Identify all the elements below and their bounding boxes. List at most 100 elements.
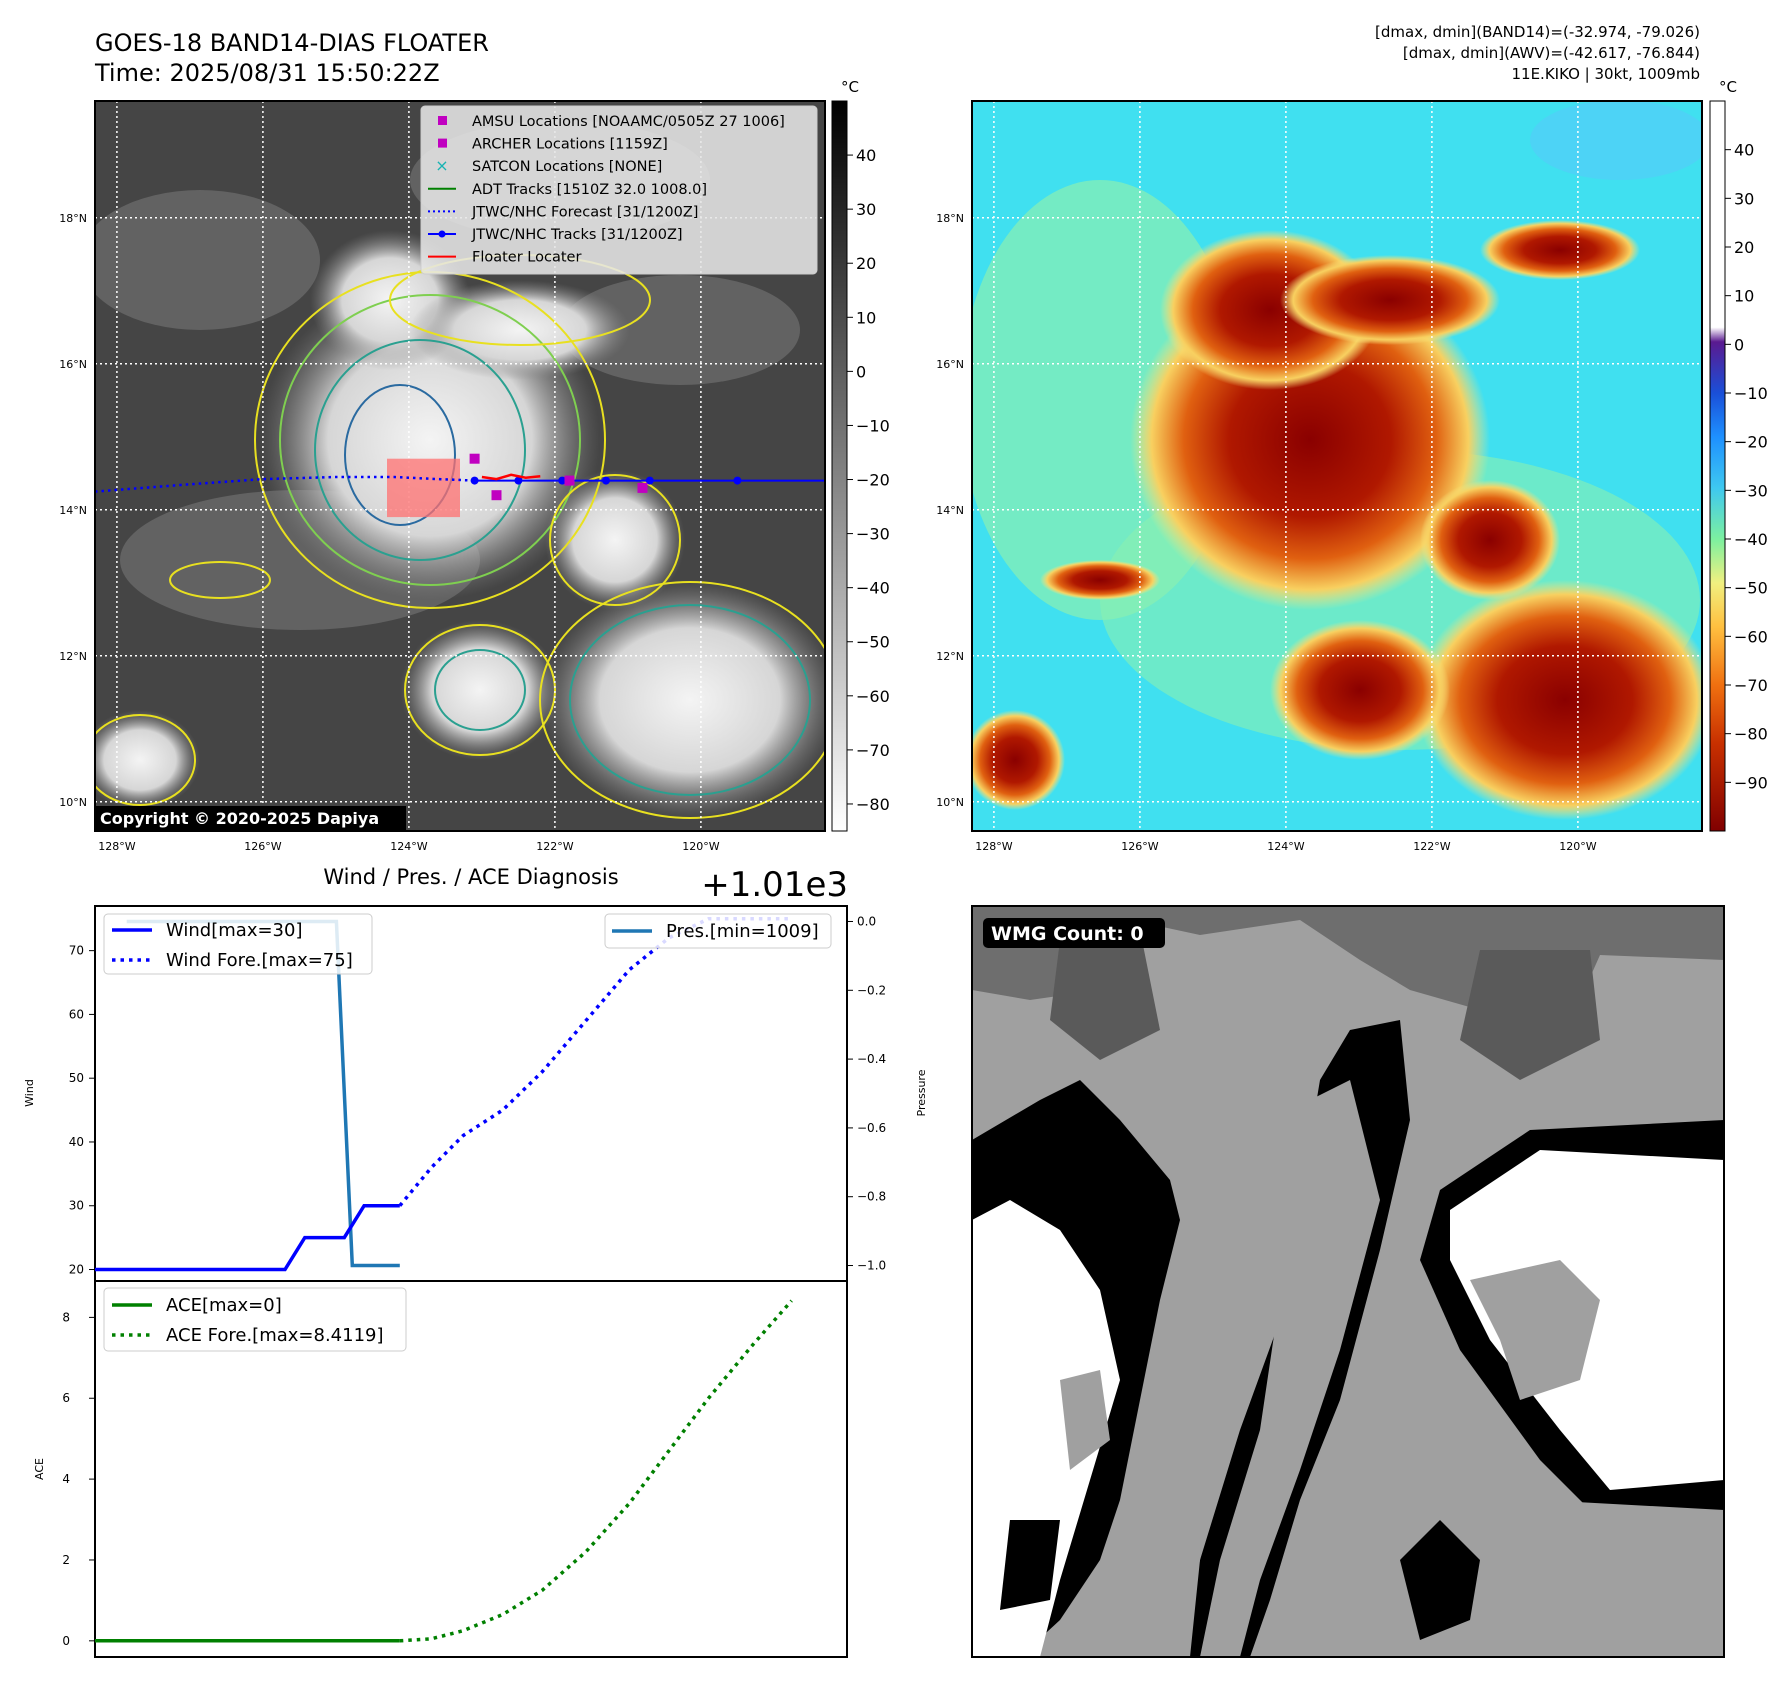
- pressure-ytick-label: −0.8: [857, 1190, 886, 1204]
- title-line-1: GOES-18 BAND14-DIAS FLOATER: [95, 29, 489, 57]
- legend-pressure: Pres.[min=1009]: [666, 921, 819, 942]
- wmg-count-label: WMG Count: 0: [991, 923, 1144, 945]
- pressure-ytick-label: −1.0: [857, 1259, 886, 1273]
- legend-marker: [438, 138, 447, 148]
- colorbar-tick-label: −90: [1734, 773, 1768, 792]
- colorbar-tick-label: −20: [856, 471, 890, 490]
- lon-label: 124°W: [390, 840, 427, 853]
- lat-label: 18°N: [936, 212, 964, 225]
- ace-yticks: 0 2 4 6 8: [62, 1310, 95, 1648]
- colorbar-tick-label: 0: [856, 362, 866, 381]
- colorbar-tick-label: 30: [1734, 189, 1754, 208]
- ir-map-panel: 10°N 12°N 14°N 16°N 18°N 128°W 126°W 124°W 122°…: [59, 100, 826, 853]
- history-marker: [602, 476, 610, 485]
- pressure-yticks: 0.0 −0.2 −0.4 −0.6 −0.8 −1.0: [847, 914, 886, 1273]
- colorbar-tick-label: −40: [1734, 530, 1768, 549]
- color-map-lon-labels: 128°W 126°W 124°W 122°W 120°W: [975, 840, 1596, 853]
- wind-ytick-label: 30: [69, 1199, 84, 1213]
- colorbar-tick-label: −70: [1734, 676, 1768, 695]
- lon-label: 122°W: [536, 840, 573, 853]
- legend-item: JTWC/NHC Tracks [31/1200Z]: [428, 227, 683, 243]
- amsu-markers: [469, 453, 648, 501]
- ace-series: [95, 1299, 793, 1643]
- lon-label: 126°W: [244, 840, 281, 853]
- color-map-imagery: [972, 101, 1702, 831]
- gray-colorbar: °C 40 30 20 10 0 −10 −20 −30 −40 −50 −60 −70 −80: [831, 78, 890, 832]
- lat-label: 10°N: [936, 796, 964, 809]
- lat-label: 16°N: [936, 358, 964, 371]
- floater-locator-box: [387, 458, 460, 518]
- lat-label: 14°N: [936, 504, 964, 517]
- lat-label: 10°N: [59, 796, 87, 809]
- colorbar-tick-label: −30: [1734, 481, 1768, 500]
- ir-map-lon-labels: 128°W 126°W 124°W 122°W 120°W: [98, 840, 719, 853]
- wmg-panel: WMG Count: 0: [971, 905, 1725, 1658]
- floater-locater-track: [481, 473, 541, 481]
- legend-label: JTWC/NHC Forecast [31/1200Z]: [471, 204, 698, 220]
- wind-ylabel: Wind: [23, 1079, 36, 1107]
- info-line-2: [dmax, dmin](AWV)=(-42.617, -76.844): [1403, 44, 1700, 62]
- legend-label: JTWC/NHC Tracks [31/1200Z]: [471, 227, 683, 243]
- colorbar-tick-label: 40: [856, 146, 876, 165]
- gray-colorbar-unit: °C: [841, 78, 859, 96]
- colorbar-tick-label: −10: [1734, 384, 1768, 403]
- wind-legend: Wind[max=30] Wind Fore.[max=75]: [103, 913, 373, 975]
- colorbar-tick-label: −80: [856, 795, 890, 814]
- history-marker: [558, 476, 567, 485]
- ace-ytick-label: 0: [62, 1634, 70, 1648]
- color-map-panel: 10°N 12°N 14°N 16°N 18°N 128°W 126°W 124°W 122°…: [936, 100, 1703, 853]
- colorbar-tick-label: 20: [1734, 238, 1754, 257]
- wind-ytick-label: 40: [69, 1135, 84, 1149]
- ace-ytick-label: 4: [62, 1472, 70, 1486]
- wind-line: [95, 1203, 400, 1272]
- colorbar-tick-label: −20: [1734, 433, 1768, 452]
- colorbar-tick-label: −60: [856, 687, 890, 706]
- wmg-imagery: [972, 906, 1724, 1657]
- color-map-lat-labels: 10°N 12°N 14°N 16°N 18°N: [936, 212, 964, 809]
- lon-label: 128°W: [975, 840, 1012, 853]
- wind-pressure-chart: Wind / Pres. / ACE Diagnosis +1.01e3 Win…: [23, 865, 928, 1282]
- legend-item: ARCHER Locations [1159Z]: [438, 137, 668, 153]
- colorbar-tick-label: −60: [1734, 627, 1768, 646]
- colorbar-tick-label: −80: [1734, 725, 1768, 744]
- lat-label: 14°N: [59, 504, 87, 517]
- colorbar-tick-label: −50: [1734, 579, 1768, 598]
- legend-wind: Wind[max=30]: [166, 920, 303, 941]
- legend-label: ARCHER Locations [1159Z]: [472, 137, 668, 153]
- title-line-2: Time: 2025/08/31 15:50:22Z: [94, 59, 440, 87]
- legend-marker: [438, 116, 447, 125]
- info-line-1: [dmax, dmin](BAND14)=(-32.974, -79.026): [1375, 23, 1700, 41]
- legend-label: AMSU Locations [NOAAMC/0505Z 27 1006]: [472, 114, 785, 130]
- colorbar-tick-label: −70: [856, 741, 890, 760]
- colorbar-tick-label: 30: [856, 200, 876, 219]
- ace-chart: ACE 0 2 4 6 8 ACE[max=0] ACE Fore.[max=8.411…: [33, 1280, 848, 1658]
- legend-item: Floater Locater: [428, 250, 581, 266]
- info-line-3: 11E.KIKO | 30kt, 1009mb: [1511, 65, 1700, 83]
- colorbar-tick-label: 0: [1734, 335, 1744, 354]
- lat-label: 16°N: [59, 358, 87, 371]
- colorbar-tick-label: −10: [856, 416, 890, 435]
- amsu-marker: [469, 453, 480, 464]
- color-colorbar: °C 40 30 20 10 0 −10 −20 −30 −40 −50 −60 −70 −80 −90: [1709, 78, 1768, 832]
- pressure-ytick-label: −0.6: [857, 1121, 886, 1135]
- legend-marker: [438, 230, 446, 238]
- history-marker: [645, 476, 654, 485]
- lon-label: 128°W: [98, 840, 135, 853]
- color-colorbar-unit: °C: [1719, 78, 1737, 96]
- colorbar-tick-label: 40: [1734, 141, 1754, 160]
- history-marker: [514, 476, 523, 485]
- history-marker: [470, 476, 479, 485]
- wind-ytick-label: 20: [69, 1263, 84, 1277]
- colorbar-tick-label: 10: [856, 308, 876, 327]
- wind-forecast-line: [398, 917, 792, 1207]
- map-legend: AMSU Locations [NOAAMC/0505Z 27 1006] ARC…: [420, 105, 818, 275]
- legend-marker: ×: [435, 156, 448, 175]
- ace-ytick-label: 6: [62, 1391, 70, 1405]
- legend-ace-fore: ACE Fore.[max=8.4119]: [166, 1325, 384, 1346]
- colorbar-tick-label: 20: [856, 254, 876, 273]
- amsu-marker: [564, 475, 575, 486]
- wind-yticks: 20 30 40 50 60 70: [69, 944, 95, 1277]
- lat-label: 12°N: [936, 650, 964, 663]
- amsu-marker: [491, 490, 502, 501]
- legend-item: × SATCON Locations [NONE]: [435, 156, 662, 175]
